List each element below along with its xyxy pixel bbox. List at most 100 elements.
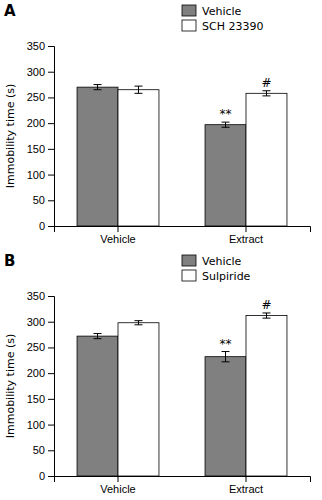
x-tick-mark bbox=[118, 476, 119, 482]
error-bars bbox=[94, 334, 230, 362]
y-tick-mark bbox=[48, 296, 54, 297]
y-tick-label: 300 bbox=[27, 316, 45, 328]
error-bar bbox=[262, 313, 270, 318]
y-tick-mark bbox=[48, 200, 54, 201]
x-axis: Vehicle Extract bbox=[55, 226, 311, 245]
y-tick: 0 bbox=[39, 470, 54, 482]
error-bars bbox=[94, 85, 230, 128]
plot-area bbox=[77, 313, 287, 476]
y-tick: 250 bbox=[27, 91, 54, 103]
x-axis-line bbox=[55, 227, 311, 233]
y-tick: 350 bbox=[27, 290, 54, 302]
y-tick-mark bbox=[48, 399, 54, 400]
y-tick-label: 350 bbox=[27, 40, 45, 52]
y-tick-label: 0 bbox=[39, 220, 45, 232]
panel: 0 50 100 150 200 250 300 350 Vehicle Extract Immob… bbox=[4, 2, 311, 245]
y-tick-mark bbox=[48, 347, 54, 348]
y-tick-mark bbox=[48, 175, 54, 176]
bar bbox=[118, 90, 159, 226]
y-tick: 150 bbox=[27, 143, 54, 155]
y-tick-label: 250 bbox=[27, 341, 45, 353]
x-tick-mark bbox=[246, 226, 247, 232]
y-tick: 100 bbox=[27, 169, 54, 181]
panel-label: B bbox=[4, 252, 15, 270]
y-tick-label: 0 bbox=[39, 470, 45, 482]
bar-series bbox=[77, 336, 246, 476]
y-tick-mark bbox=[48, 476, 54, 477]
y-tick-mark bbox=[48, 226, 54, 227]
y-tick-mark bbox=[48, 46, 54, 47]
y-tick-mark bbox=[48, 425, 54, 426]
x-tick: Vehicle bbox=[100, 226, 135, 245]
x-axis: Vehicle Extract bbox=[55, 476, 311, 495]
bar-series bbox=[118, 90, 287, 226]
error-bar bbox=[222, 122, 230, 127]
error-bar bbox=[94, 334, 102, 339]
y-tick-label: 150 bbox=[27, 393, 45, 405]
bar-series bbox=[118, 316, 287, 476]
y-tick-label: 150 bbox=[27, 143, 45, 155]
y-axis: 0 50 100 150 200 250 300 350 bbox=[27, 290, 55, 482]
legend: Vehicle SCH 23390 bbox=[182, 5, 263, 33]
legend-entry: SCH 23390 bbox=[182, 20, 263, 33]
legend-label: SCH 23390 bbox=[202, 20, 263, 33]
bar bbox=[246, 316, 287, 476]
y-tick-mark bbox=[48, 322, 54, 323]
y-tick: 350 bbox=[27, 40, 54, 52]
annotation: # bbox=[261, 298, 271, 312]
legend-swatch bbox=[182, 255, 196, 266]
legend-entry: Sulpiride bbox=[182, 270, 251, 283]
y-tick-label: 200 bbox=[27, 117, 45, 129]
y-tick: 150 bbox=[27, 393, 54, 405]
bar-series bbox=[77, 87, 246, 226]
error-bars bbox=[134, 86, 270, 96]
y-axis-title: Immobility time (s) bbox=[4, 84, 17, 189]
x-tick-label: Vehicle bbox=[100, 483, 135, 495]
annotation: # bbox=[261, 76, 271, 90]
y-tick: 100 bbox=[27, 419, 54, 431]
y-tick-label: 50 bbox=[33, 444, 45, 456]
y-tick-label: 100 bbox=[27, 419, 45, 431]
x-tick-label: Vehicle bbox=[100, 233, 135, 245]
plot-area bbox=[77, 85, 287, 226]
y-tick: 0 bbox=[39, 220, 54, 232]
x-tick: Extract bbox=[229, 226, 263, 245]
bar bbox=[77, 336, 118, 476]
y-tick-label: 200 bbox=[27, 367, 45, 379]
x-tick-mark bbox=[118, 226, 119, 232]
legend-label: Sulpiride bbox=[202, 270, 251, 283]
y-tick-mark bbox=[48, 373, 54, 374]
legend-swatch bbox=[182, 270, 196, 281]
y-tick: 250 bbox=[27, 341, 54, 353]
bar bbox=[205, 357, 246, 476]
annotation: ** bbox=[220, 107, 232, 121]
error-bar bbox=[262, 91, 270, 96]
y-tick-label: 50 bbox=[33, 194, 45, 206]
y-tick-mark bbox=[48, 72, 54, 73]
legend: Vehicle Sulpiride bbox=[182, 255, 251, 283]
legend-label: Vehicle bbox=[202, 5, 242, 18]
error-bar bbox=[222, 352, 230, 362]
legend-entry: Vehicle bbox=[182, 5, 242, 18]
y-tick: 50 bbox=[33, 444, 54, 456]
y-axis: 0 50 100 150 200 250 300 350 bbox=[27, 40, 55, 232]
legend-entry: Vehicle bbox=[182, 255, 242, 268]
bar bbox=[205, 125, 246, 226]
y-tick-label: 300 bbox=[27, 66, 45, 78]
x-tick: Extract bbox=[229, 476, 263, 495]
y-tick-mark bbox=[48, 149, 54, 150]
y-tick-mark bbox=[48, 123, 54, 124]
y-tick: 200 bbox=[27, 117, 54, 129]
y-tick-mark bbox=[48, 450, 54, 451]
y-axis-line bbox=[48, 297, 55, 477]
annotation: ** bbox=[220, 337, 232, 351]
error-bar bbox=[134, 321, 142, 325]
legend-label: Vehicle bbox=[202, 255, 242, 268]
x-tick-mark bbox=[246, 476, 247, 482]
y-axis-title: Immobility time (s) bbox=[4, 334, 17, 439]
y-tick: 300 bbox=[27, 316, 54, 328]
legend-swatch bbox=[182, 20, 196, 31]
panel: 0 50 100 150 200 250 300 350 Vehicle Extract Immob… bbox=[4, 252, 311, 495]
y-tick: 200 bbox=[27, 367, 54, 379]
bar bbox=[77, 87, 118, 226]
